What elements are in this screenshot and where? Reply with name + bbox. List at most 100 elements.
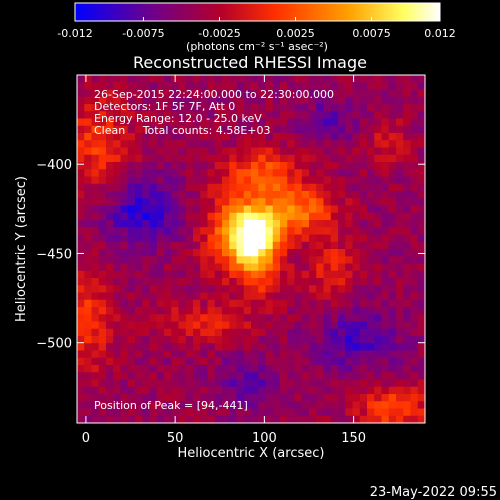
heatmap-cell xyxy=(294,314,303,322)
heatmap-cell xyxy=(120,82,129,90)
heatmap-cell xyxy=(294,270,303,279)
heatmap-cell xyxy=(120,154,129,163)
heatmap-cell xyxy=(352,198,361,206)
heatmap-cell xyxy=(193,292,201,301)
heatmap-cell xyxy=(135,299,143,308)
heatmap-cell xyxy=(265,408,274,417)
heatmap-cell xyxy=(142,299,150,308)
heatmap-cell xyxy=(367,133,375,141)
heatmap-cell xyxy=(258,350,266,359)
chart-title: Reconstructed RHESSI Image xyxy=(133,53,367,72)
heatmap-cell xyxy=(352,205,361,214)
heatmap-cell xyxy=(113,328,121,337)
heatmap-cell xyxy=(185,234,194,243)
heatmap-cell xyxy=(127,169,136,177)
heatmap-cell xyxy=(164,256,172,264)
heatmap-cell xyxy=(91,278,100,286)
heatmap-cell xyxy=(91,307,100,315)
heatmap-cell xyxy=(396,408,404,417)
heatmap-cell xyxy=(91,299,100,308)
heatmap-cell xyxy=(258,154,266,163)
heatmap-cell xyxy=(403,162,411,170)
heatmap-cell xyxy=(229,125,237,134)
heatmap-cell xyxy=(243,415,252,423)
heatmap-cell xyxy=(323,75,332,83)
heatmap-cell xyxy=(243,96,252,105)
heatmap-cell xyxy=(338,154,346,163)
heatmap-cell xyxy=(214,256,223,264)
heatmap-cell xyxy=(323,162,332,170)
heatmap-cell xyxy=(280,154,288,163)
heatmap-cell xyxy=(171,234,179,243)
heatmap-cell xyxy=(236,191,245,199)
heatmap-cell xyxy=(367,350,375,359)
heatmap-cell xyxy=(258,147,266,156)
heatmap-cell xyxy=(403,357,411,366)
heatmap-cell xyxy=(236,241,245,250)
heatmap-cell xyxy=(127,379,136,388)
heatmap-cell xyxy=(98,133,107,141)
heatmap-cell xyxy=(374,394,382,402)
heatmap-cell xyxy=(214,234,223,243)
heatmap-cell xyxy=(185,133,194,141)
heatmap-cell xyxy=(410,191,419,199)
heatmap-cell xyxy=(113,96,121,105)
heatmap-cell xyxy=(396,89,404,98)
heatmap-cell xyxy=(164,82,172,90)
heatmap-cell xyxy=(243,256,252,264)
heatmap-cell xyxy=(214,386,223,395)
heatmap-cell xyxy=(352,89,361,98)
heatmap-cell xyxy=(417,285,425,293)
heatmap-cell xyxy=(388,191,397,199)
heatmap-cell xyxy=(294,89,303,98)
heatmap-cell xyxy=(330,263,339,272)
heatmap-cell xyxy=(287,408,295,417)
heatmap-cell xyxy=(156,408,165,417)
heatmap-cell xyxy=(345,278,353,286)
annotation-time-range: 26-Sep-2015 22:24:00.000 to 22:30:00.000 xyxy=(94,88,334,101)
heatmap-cell xyxy=(316,350,324,359)
heatmap-cell xyxy=(156,365,165,373)
heatmap-cell xyxy=(214,314,223,322)
heatmap-cell xyxy=(359,263,368,272)
heatmap-cell xyxy=(338,314,346,322)
heatmap-cell xyxy=(417,350,425,359)
heatmap-cell xyxy=(410,299,419,308)
heatmap-cell xyxy=(84,96,92,105)
heatmap-cell xyxy=(309,227,317,235)
heatmap-cell xyxy=(229,386,237,395)
heatmap-cell xyxy=(352,220,361,228)
heatmap-cell xyxy=(178,372,187,380)
heatmap-cell xyxy=(403,154,411,163)
heatmap-cell xyxy=(229,292,237,301)
heatmap-cell xyxy=(178,394,187,402)
heatmap-cell xyxy=(200,314,208,322)
heatmap-cell xyxy=(236,169,245,177)
heatmap-cell xyxy=(127,220,136,228)
heatmap-cell xyxy=(316,278,324,286)
heatmap-cell xyxy=(316,408,324,417)
heatmap-cell xyxy=(127,75,136,83)
heatmap-cell xyxy=(200,415,208,423)
heatmap-cell xyxy=(164,104,172,112)
heatmap-cell xyxy=(287,372,295,380)
heatmap-cell xyxy=(200,154,208,163)
heatmap-cell xyxy=(84,198,92,206)
heatmap-cell xyxy=(403,415,411,423)
heatmap-cell xyxy=(338,133,346,141)
heatmap-cell xyxy=(243,343,252,351)
heatmap-cell xyxy=(120,205,129,214)
heatmap-cell xyxy=(171,343,179,351)
heatmap-cell xyxy=(396,183,404,192)
heatmap-cell xyxy=(330,285,339,293)
heatmap-cell xyxy=(316,328,324,337)
heatmap-cell xyxy=(77,220,85,228)
heatmap-cell xyxy=(345,212,353,221)
heatmap-cell xyxy=(135,365,143,373)
heatmap-cell xyxy=(352,118,361,127)
heatmap-cell xyxy=(374,307,382,315)
heatmap-cell xyxy=(98,125,107,134)
heatmap-cell xyxy=(338,278,346,286)
heatmap-cell xyxy=(214,343,223,351)
heatmap-cell xyxy=(396,198,404,206)
